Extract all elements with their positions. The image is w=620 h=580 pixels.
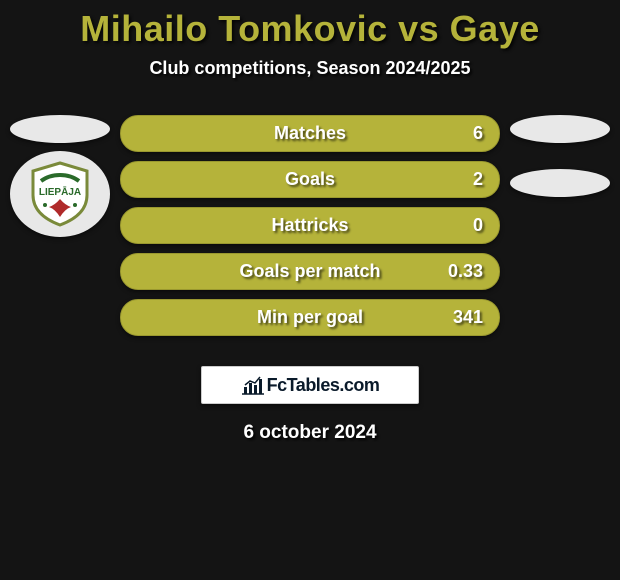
stat-label: Matches [274, 123, 346, 144]
player-avatar-placeholder [10, 115, 110, 143]
comparison-layout: LIEPĀJA Matches 6 Goals 2 Hattricks 0 [10, 115, 610, 346]
stat-label: Hattricks [271, 215, 348, 236]
stat-value: 0 [473, 215, 483, 236]
stat-value: 2 [473, 169, 483, 190]
brand-link[interactable]: FcTables.com [201, 366, 419, 404]
date-label: 6 october 2024 [10, 404, 610, 444]
stat-row-hattricks: Hattricks 0 [120, 207, 500, 244]
brand-text: FcTables.com [267, 375, 380, 396]
left-player-column: LIEPĀJA [10, 115, 110, 336]
player-avatar-placeholder [510, 115, 610, 143]
stat-row-goals: Goals 2 [120, 161, 500, 198]
stat-value: 6 [473, 123, 483, 144]
page-subtitle: Club competitions, Season 2024/2025 [10, 54, 610, 115]
stat-value: 0.33 [448, 261, 483, 282]
stats-column: Matches 6 Goals 2 Hattricks 0 Goals per … [120, 115, 500, 336]
stat-row-min-per-goal: Min per goal 341 [120, 299, 500, 336]
stat-value: 341 [453, 307, 483, 328]
stat-label: Min per goal [257, 307, 363, 328]
comparison-card: Mihailo Tomkovic vs Gaye Club competitio… [0, 0, 620, 444]
page-title: Mihailo Tomkovic vs Gaye [10, 0, 610, 54]
liepaja-logo-icon: LIEPĀJA [25, 159, 95, 229]
stat-row-matches: Matches 6 [120, 115, 500, 152]
stat-label: Goals per match [239, 261, 380, 282]
club-badge: LIEPĀJA [10, 151, 110, 237]
stat-row-goals-per-match: Goals per match 0.33 [120, 253, 500, 290]
bar-chart-icon [241, 375, 265, 395]
club-badge-placeholder [510, 169, 610, 197]
right-player-column [510, 115, 610, 336]
svg-text:LIEPĀJA: LIEPĀJA [39, 186, 81, 198]
stat-label: Goals [285, 169, 335, 190]
